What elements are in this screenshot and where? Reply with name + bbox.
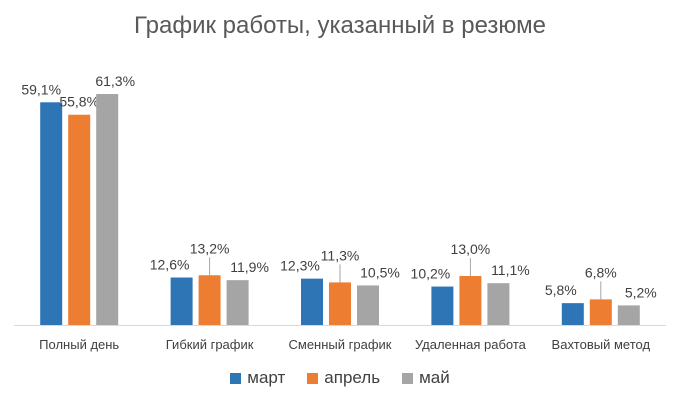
legend-swatch-mart xyxy=(230,372,242,384)
chart-title: График работы, указанный в резюме xyxy=(134,12,546,39)
data-label-апрель-1: 13,2% xyxy=(190,240,230,256)
legend: март апрель май xyxy=(0,368,680,388)
bar-март-0 xyxy=(40,102,63,325)
category-label-4: Вахтовый метод xyxy=(552,337,651,352)
legend-item-aprel: апрель xyxy=(307,368,380,388)
bar-март-2 xyxy=(301,278,323,325)
data-label-март-3: 10,2% xyxy=(411,266,451,282)
bar-май-3 xyxy=(487,283,510,325)
data-label-май-0: 61,3% xyxy=(95,73,135,89)
category-label-3: Удаленная работа xyxy=(415,337,527,352)
legend-label-mart: март xyxy=(247,368,286,387)
category-label-2: Сменный график xyxy=(289,337,392,352)
data-label-май-2: 10,5% xyxy=(360,264,400,280)
bar-апрель-0 xyxy=(68,114,91,325)
bar-апрель-3 xyxy=(459,276,482,325)
data-label-апрель-2: 11,3% xyxy=(321,247,360,263)
data-label-апрель-4: 6,8% xyxy=(585,264,617,280)
bar-апрель-1 xyxy=(198,275,221,325)
data-label-апрель-3: 13,0% xyxy=(451,241,491,257)
bar-март-1 xyxy=(170,277,193,325)
legend-swatch-may xyxy=(402,372,414,384)
data-label-март-4: 5,8% xyxy=(545,282,577,298)
data-label-май-4: 5,2% xyxy=(625,284,657,300)
data-label-март-1: 12,6% xyxy=(150,257,190,273)
bar-май-4 xyxy=(617,305,640,325)
bar-март-4 xyxy=(561,303,584,325)
category-label-0: Полный день xyxy=(39,337,119,352)
bar-май-0 xyxy=(96,94,119,325)
bar-март-3 xyxy=(431,286,454,325)
data-label-апрель-0: 55,8% xyxy=(59,94,99,110)
data-label-май-1: 11,9% xyxy=(230,259,269,275)
legend-label-aprel: апрель xyxy=(324,368,381,387)
data-label-март-2: 12,3% xyxy=(280,258,320,274)
category-label-1: Гибкий график xyxy=(166,337,254,352)
legend-item-may: май xyxy=(402,368,450,388)
legend-item-mart: март xyxy=(230,368,285,388)
legend-swatch-aprel xyxy=(307,372,319,384)
bar-май-1 xyxy=(226,280,249,325)
bar-апрель-2 xyxy=(329,282,351,325)
data-label-март-0: 59,1% xyxy=(21,81,61,97)
data-label-май-3: 11,1% xyxy=(491,262,530,278)
bar-май-2 xyxy=(357,285,379,325)
legend-label-may: май xyxy=(419,368,450,387)
bar-апрель-4 xyxy=(589,299,612,325)
